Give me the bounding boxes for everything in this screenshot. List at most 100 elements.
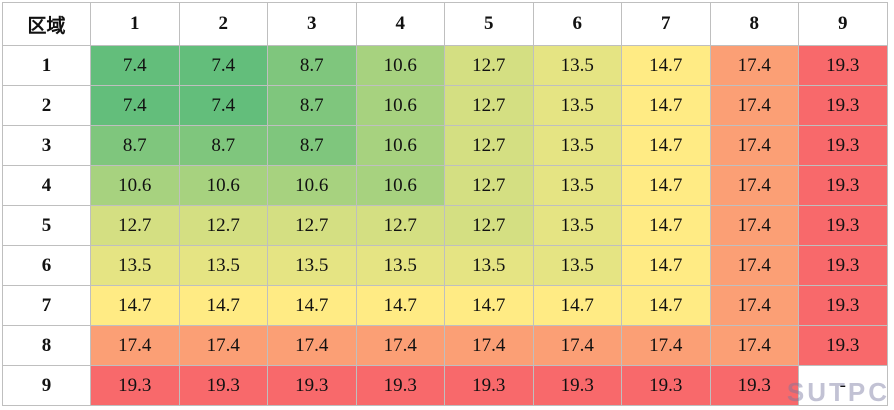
value-cell: 13.5	[532, 85, 622, 126]
value-cell: 8.7	[267, 45, 357, 86]
value-cell: 10.6	[355, 85, 445, 126]
value-cell: 17.4	[709, 325, 799, 366]
value-cell: 10.6	[355, 45, 445, 86]
header-cell: 4	[355, 2, 445, 46]
value-cell: 19.3	[798, 205, 888, 246]
header-cell: 5	[444, 2, 534, 46]
value-cell: 17.4	[355, 325, 445, 366]
row-header: 4	[2, 165, 91, 206]
value-cell: 8.7	[267, 85, 357, 126]
data-row: 7 14.7 14.7 14.7 14.7 14.7 14.7 14.7 17.4 19.3	[2, 285, 888, 326]
value-cell: 17.4	[709, 245, 799, 286]
value-cell: 17.4	[709, 205, 799, 246]
value-cell: 10.6	[90, 165, 180, 206]
value-cell: 19.3	[798, 285, 888, 326]
value-cell: 17.4	[621, 325, 711, 366]
value-cell: 13.5	[267, 245, 357, 286]
value-cell: 17.4	[709, 85, 799, 126]
value-cell: 19.3	[798, 45, 888, 86]
value-cell: 12.7	[90, 205, 180, 246]
value-cell: 14.7	[621, 45, 711, 86]
header-cell: 3	[267, 2, 357, 46]
data-row: 3 8.7 8.7 8.7 10.6 12.7 13.5 14.7 17.4 19.3	[2, 125, 888, 166]
value-cell: 14.7	[444, 285, 534, 326]
value-cell: 19.3	[798, 165, 888, 206]
value-cell: 19.3	[798, 325, 888, 366]
row-header: 3	[2, 125, 91, 166]
value-cell: 13.5	[444, 245, 534, 286]
value-cell: 7.4	[90, 85, 180, 126]
value-cell: 8.7	[267, 125, 357, 166]
data-row: 1 7.4 7.4 8.7 10.6 12.7 13.5 14.7 17.4 19.3	[2, 45, 888, 86]
value-cell: 19.3	[532, 365, 622, 406]
value-cell: 17.4	[709, 45, 799, 86]
value-cell: 17.4	[90, 325, 180, 366]
value-cell: 12.7	[267, 205, 357, 246]
data-row: 5 12.7 12.7 12.7 12.7 12.7 13.5 14.7 17.4 19.3	[2, 205, 888, 246]
value-cell: 13.5	[355, 245, 445, 286]
value-cell: 19.3	[444, 365, 534, 406]
value-cell: 17.4	[532, 325, 622, 366]
data-row: 4 10.6 10.6 10.6 10.6 12.7 13.5 14.7 17.4 19.3	[2, 165, 888, 206]
value-cell: 14.7	[621, 205, 711, 246]
value-cell: 19.3	[798, 85, 888, 126]
header-cell: 6	[532, 2, 622, 46]
watermark: SUTPC	[786, 377, 890, 407]
value-cell: 12.7	[444, 165, 534, 206]
value-cell: 17.4	[709, 285, 799, 326]
value-cell: 14.7	[621, 165, 711, 206]
value-cell: 7.4	[90, 45, 180, 86]
value-cell: 19.3	[798, 125, 888, 166]
value-cell: 14.7	[621, 245, 711, 286]
value-cell: 19.3	[798, 245, 888, 286]
value-cell: 19.3	[90, 365, 180, 406]
value-cell: -	[798, 365, 888, 406]
row-header: 8	[2, 325, 91, 366]
value-cell: 17.4	[178, 325, 268, 366]
value-cell: 17.4	[709, 125, 799, 166]
row-header: 2	[2, 85, 91, 126]
value-cell: 13.5	[532, 245, 622, 286]
data-row: 2 7.4 7.4 8.7 10.6 12.7 13.5 14.7 17.4 19.3	[2, 85, 888, 126]
header-cell: 1	[90, 2, 180, 46]
data-row: 8 17.4 17.4 17.4 17.4 17.4 17.4 17.4 17.4 19.3	[2, 325, 888, 366]
header-cell: 区域	[2, 2, 91, 46]
value-cell: 8.7	[90, 125, 180, 166]
value-cell: 14.7	[267, 285, 357, 326]
value-cell: 7.4	[178, 85, 268, 126]
value-cell: 17.4	[444, 325, 534, 366]
value-cell: 19.3	[267, 365, 357, 406]
value-cell: 12.7	[444, 125, 534, 166]
header-cell: 2	[178, 2, 268, 46]
value-cell: 14.7	[355, 285, 445, 326]
header-cell: 8	[709, 2, 799, 46]
header-cell: 7	[621, 2, 711, 46]
value-cell: 13.5	[532, 45, 622, 86]
value-cell: 14.7	[90, 285, 180, 326]
header-cell: 9	[798, 2, 888, 46]
row-header: 9	[2, 365, 91, 406]
value-cell: 17.4	[709, 165, 799, 206]
value-cell: 10.6	[355, 165, 445, 206]
row-header: 5	[2, 205, 91, 246]
value-cell: 17.4	[267, 325, 357, 366]
value-cell: 14.7	[621, 125, 711, 166]
value-cell: 12.7	[444, 45, 534, 86]
data-row: 9 19.3 19.3 19.3 19.3 19.3 19.3 19.3 19.3-	[2, 365, 888, 406]
data-row: 6 13.5 13.5 13.5 13.5 13.5 13.5 14.7 17.4 19.3	[2, 245, 888, 286]
value-cell: 19.3	[355, 365, 445, 406]
value-cell: 7.4	[178, 45, 268, 86]
value-cell: 10.6	[178, 165, 268, 206]
value-cell: 12.7	[444, 205, 534, 246]
value-cell: 14.7	[178, 285, 268, 326]
value-cell: 12.7	[178, 205, 268, 246]
value-cell: 14.7	[621, 85, 711, 126]
value-cell: 8.7	[178, 125, 268, 166]
row-header: 1	[2, 45, 91, 86]
value-cell: 13.5	[178, 245, 268, 286]
value-cell: 13.5	[532, 165, 622, 206]
value-cell: 13.5	[532, 205, 622, 246]
row-header: 6	[2, 245, 91, 286]
value-cell: 13.5	[532, 125, 622, 166]
